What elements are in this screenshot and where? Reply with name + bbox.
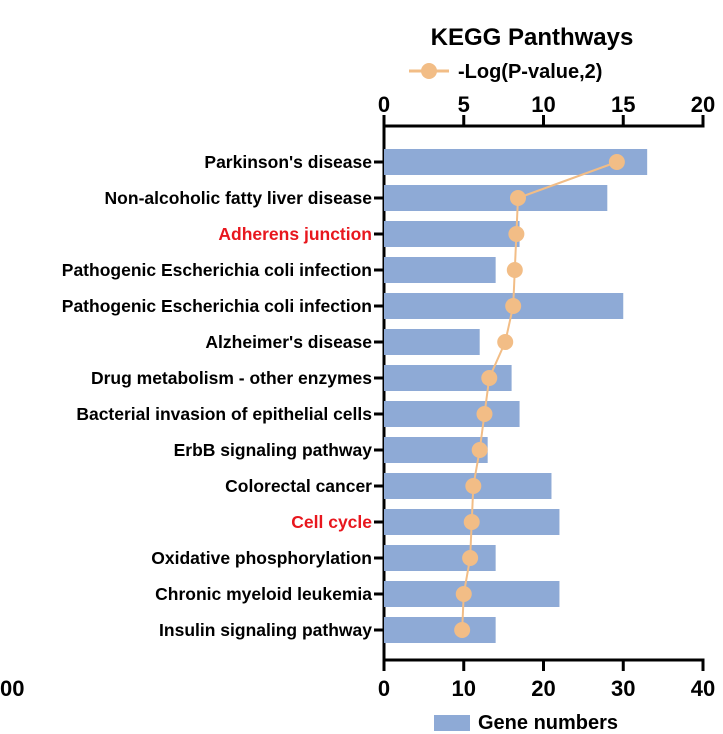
x-top-tick-label: 15 <box>611 92 635 117</box>
category-labels-group: Parkinson's disease Non-alcoholic fatty l… <box>62 152 372 640</box>
line-point <box>462 550 479 566</box>
bar <box>384 617 496 643</box>
bar <box>384 401 520 427</box>
axes-group: 0 5 10 15 20 0 10 20 30 40 <box>374 92 715 701</box>
x-top-tick-label: 5 <box>458 92 470 117</box>
line-point <box>463 514 480 530</box>
category-label: Drug metabolism - other enzymes <box>91 368 372 388</box>
bar <box>384 293 624 319</box>
category-label: Alzheimer's disease <box>205 332 372 352</box>
x-bottom-tick-label: 30 <box>611 676 635 701</box>
line-point <box>506 262 523 278</box>
legend-bar: Gene numbers <box>434 712 618 734</box>
category-label: Bacterial invasion of epithelial cells <box>76 404 372 424</box>
bar <box>384 329 480 355</box>
bar <box>384 545 496 571</box>
bar <box>384 257 496 283</box>
category-label: Colorectal cancer <box>225 476 372 496</box>
x-top-tick-label: 0 <box>378 92 390 117</box>
category-label: Pathogenic Escherichia coli infection <box>62 260 372 280</box>
bars-group <box>384 149 648 643</box>
legend-bar-swatch <box>434 715 470 731</box>
line-point <box>509 190 526 206</box>
line-point <box>608 154 625 170</box>
category-label: Insulin signaling pathway <box>159 620 372 640</box>
stray-left-label: 00 <box>0 676 24 701</box>
x-bottom-tick-label: 10 <box>452 676 476 701</box>
bar <box>384 149 648 175</box>
category-label: Pathogenic Escherichia coli infection <box>62 296 372 316</box>
legend-bar-label: Gene numbers <box>478 712 618 734</box>
line-point <box>455 586 472 602</box>
legend-line-marker <box>421 63 437 79</box>
line-point <box>471 442 488 458</box>
category-label: Chronic myeloid leukemia <box>155 584 372 604</box>
bar <box>384 437 488 463</box>
x-bottom-tick-label: 20 <box>531 676 555 701</box>
line-point <box>481 370 498 386</box>
category-label: Parkinson's disease <box>204 152 372 172</box>
category-label: Non-alcoholic fatty liver disease <box>105 188 373 208</box>
bar <box>384 185 608 211</box>
legend-line-label: -Log(P-value,2) <box>458 61 602 83</box>
x-top-tick-label: 10 <box>531 92 555 117</box>
category-label: ErbB signaling pathway <box>174 440 373 460</box>
bar <box>384 221 520 247</box>
line-point <box>505 298 522 314</box>
x-bottom-tick-label: 40 <box>691 676 715 701</box>
line-point <box>508 226 525 242</box>
line-point <box>476 406 493 422</box>
x-bottom-tick-label: 0 <box>378 676 390 701</box>
category-label: Oxidative phosphorylation <box>151 548 372 568</box>
line-series-group <box>454 154 625 638</box>
chart-title: KEGG Panthways <box>431 24 634 51</box>
legend-line: -Log(P-value,2) <box>409 61 602 83</box>
line-point <box>465 478 482 494</box>
line-point <box>454 622 471 638</box>
category-label-highlighted: Cell cycle <box>291 512 372 532</box>
line-point <box>497 334 514 350</box>
x-top-tick-label: 20 <box>691 92 715 117</box>
category-label-highlighted: Adherens junction <box>218 224 372 244</box>
